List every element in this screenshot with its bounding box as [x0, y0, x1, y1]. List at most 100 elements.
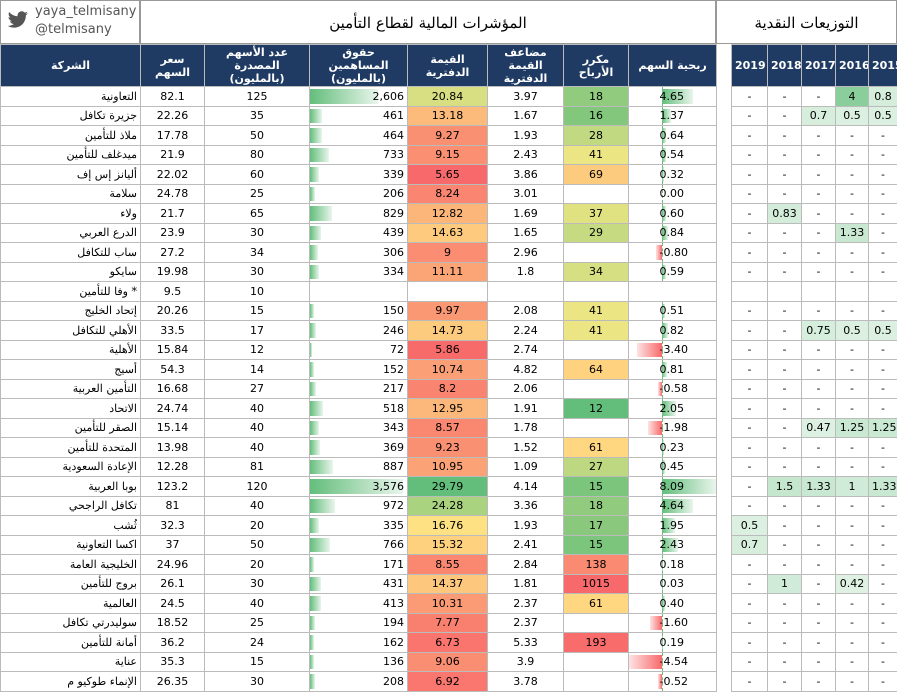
dividend-2019-cell: -: [732, 126, 768, 146]
company-cell: الإنماء طوكيو م: [1, 672, 141, 692]
price-cell-value: 32.3: [160, 519, 185, 532]
price-cell-value: 24.96: [157, 558, 189, 571]
shares-cell: 120: [205, 477, 310, 497]
dividend-2015-cell-value: -: [881, 207, 885, 220]
dividend-2018-cell: -: [768, 126, 802, 146]
equity-data-bar: [310, 89, 378, 104]
shares-cell-value: 40: [250, 402, 264, 415]
book-value-cell-value: 8.57: [435, 421, 460, 434]
dividend-2016-cell: -: [836, 496, 869, 516]
eps-cell: -0.80: [629, 243, 717, 263]
book-value-cell: 5.86: [408, 340, 488, 360]
price-cell: 12.28: [141, 457, 205, 477]
shares-cell-value: 50: [250, 538, 264, 551]
dividend-2015-cell: -: [869, 243, 897, 263]
company-cell-value: سلامة: [109, 187, 137, 200]
pb-cell-value: 1.8: [517, 265, 535, 278]
pe-cell: [564, 672, 629, 692]
price-cell-value: 22.26: [157, 109, 189, 122]
eps-cell-value: 4.65: [660, 90, 685, 103]
eps-cell-value: 2.05: [660, 402, 685, 415]
pb-cell-value: 2.24: [513, 324, 538, 337]
shares-cell: 15: [205, 652, 310, 672]
book-value-cell-value: 6.92: [435, 675, 460, 688]
pe-cell-value: 16: [589, 109, 603, 122]
separator-cell: [717, 516, 732, 536]
company-cell-value: العالمية: [103, 597, 137, 610]
equity-data-bar: [310, 518, 319, 533]
equity-data-bar: [310, 206, 332, 221]
separator-cell: [717, 672, 732, 692]
dividend-2017-cell-value: -: [817, 402, 821, 415]
price-cell: 9.5: [141, 282, 205, 302]
pb-cell-value: 1.09: [513, 460, 538, 473]
dividend-2019-cell-value: -: [748, 90, 752, 103]
dividend-2018-cell: -: [768, 438, 802, 458]
dividend-2018-cell: 0.83: [768, 204, 802, 224]
pb-cell-value: 2.74: [513, 343, 538, 356]
dividend-2017-cell: -: [802, 262, 836, 282]
shares-cell: 14: [205, 360, 310, 380]
dividend-2018-cell-value: -: [783, 129, 787, 142]
dividend-2017-cell: [802, 282, 836, 302]
book-value-cell-value: 14.37: [432, 577, 464, 590]
dividend-2019-cell: -: [732, 672, 768, 692]
dividend-2019-cell-value: -: [748, 207, 752, 220]
price-cell: 27.2: [141, 243, 205, 263]
dividend-2019-cell-value: -: [748, 343, 752, 356]
dividend-2018-cell: -: [768, 535, 802, 555]
pb-cell: 2.84: [488, 555, 564, 575]
dividend-2019-cell: -: [732, 360, 768, 380]
pe-cell-value: 27: [589, 460, 603, 473]
dividend-2017-cell-value: -: [817, 382, 821, 395]
dividend-2018-cell: -: [768, 418, 802, 438]
equity-cell: 3,576: [310, 477, 408, 497]
book-value-cell-value: 10.31: [432, 597, 464, 610]
dividend-2018-cell: -: [768, 340, 802, 360]
dividend-2016-cell: -: [836, 399, 869, 419]
dividend-2015-cell: -: [869, 672, 897, 692]
book-value-cell-value: 29.79: [432, 480, 464, 493]
pb-cell-value: 1.52: [513, 441, 538, 454]
eps-cell: 0.84: [629, 223, 717, 243]
shares-cell-value: 30: [250, 577, 264, 590]
pb-cell: 3.78: [488, 672, 564, 692]
dividend-2017-cell-value: -: [817, 636, 821, 649]
pb-cell-value: 3.86: [513, 168, 538, 181]
dividend-2015-cell: 0.8: [869, 87, 897, 107]
dividend-2016-cell-value: 4: [849, 90, 856, 103]
eps-cell: 0.64: [629, 126, 717, 146]
dividend-2017-cell: -: [802, 438, 836, 458]
eps-cell-value: 0.03: [660, 577, 685, 590]
eps-cell-value: -1.98: [660, 421, 688, 434]
pe-cell-value: 41: [589, 304, 603, 317]
pb-cell-value: 2.37: [513, 616, 538, 629]
eps-cell-value: 0.59: [660, 265, 685, 278]
dividend-2019-cell-value: -: [748, 655, 752, 668]
book-value-cell: 20.84: [408, 87, 488, 107]
eps-cell: 0.59: [629, 262, 717, 282]
price-cell: 20.26: [141, 301, 205, 321]
dividend-2018-cell-value: -: [783, 519, 787, 532]
price-cell-value: 13.98: [157, 441, 189, 454]
page-title: المؤشرات المالية لقطاع التأمين: [140, 0, 716, 44]
company-cell: إتحاد الخليج: [1, 301, 141, 321]
dividend-2016-cell-value: 1: [849, 480, 856, 493]
dividend-2018-cell-value: -: [783, 675, 787, 688]
dividend-2015-cell: 0.5: [869, 106, 897, 126]
eps-cell-value: 0.45: [660, 460, 685, 473]
col-equity: حقوق المساهمين (بالمليون): [310, 45, 408, 87]
equity-cell-value: 3,576: [373, 480, 405, 493]
equity-cell: 972: [310, 496, 408, 516]
pe-cell: [564, 184, 629, 204]
dividend-2015-cell: -: [869, 633, 897, 653]
eps-cell-value: 0.82: [660, 324, 685, 337]
dividend-2018-cell: -: [768, 184, 802, 204]
pe-cell-value: 41: [589, 148, 603, 161]
eps-cell: 0.60: [629, 204, 717, 224]
dividend-2017-cell-value: -: [817, 304, 821, 317]
dividend-2019-cell-value: -: [748, 304, 752, 317]
dividend-2017-cell-value: -: [817, 226, 821, 239]
col-pb: مضاعف القيمة الدفترية: [488, 45, 564, 87]
